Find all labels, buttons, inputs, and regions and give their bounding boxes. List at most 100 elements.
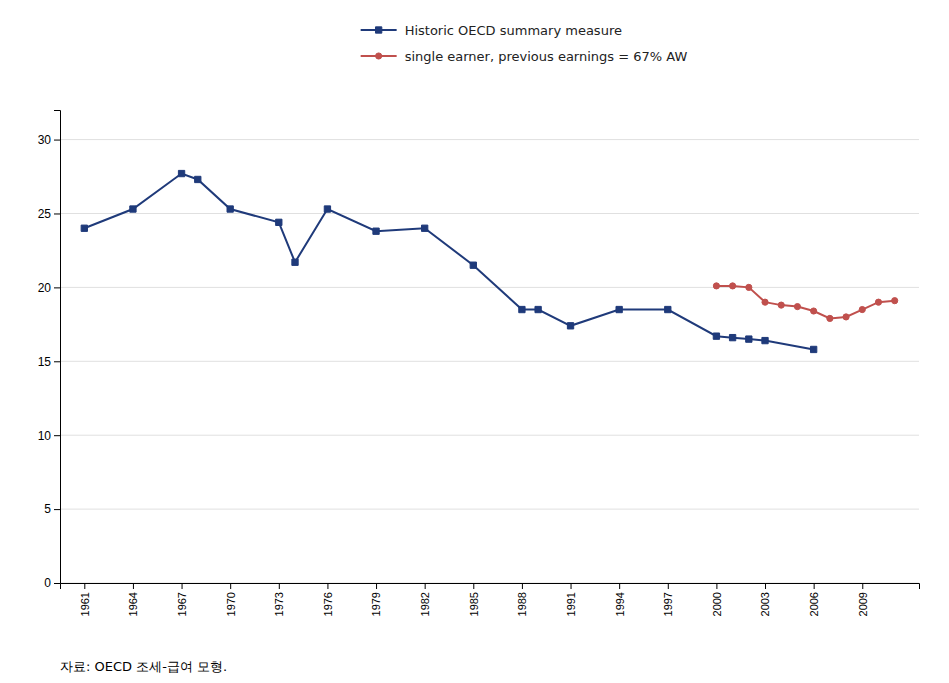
point: [746, 284, 752, 290]
x-tick-label: 2003: [759, 592, 771, 616]
point: [81, 225, 87, 231]
y-tick: 0: [44, 576, 60, 590]
x-tick-label: 1979: [370, 592, 382, 616]
legend-label: Historic OECD summary measure: [405, 23, 622, 38]
x-tick-mark: [619, 583, 620, 589]
x-tick-label: 2006: [808, 592, 820, 616]
series-line: [84, 174, 813, 350]
x-tick-mark: [84, 583, 85, 589]
y-tick-mark: [54, 287, 60, 288]
y-tick-label: 15: [38, 355, 52, 369]
y-tick-mark: [54, 213, 60, 214]
x-tick: 1988: [516, 583, 528, 616]
grid-line: [60, 213, 919, 214]
x-tick-label: 1961: [79, 592, 91, 616]
point: [276, 219, 282, 225]
footnote: 자료: OECD 조세-급여 모형.: [60, 659, 227, 674]
x-tick-label: 1976: [322, 592, 334, 616]
point: [762, 299, 768, 305]
point: [827, 315, 833, 321]
grid-line: [60, 435, 919, 436]
y-tick-label: 25: [38, 207, 52, 221]
y-tick-label: 0: [44, 576, 51, 590]
x-tick-mark: [814, 583, 815, 589]
point: [470, 262, 476, 268]
point: [811, 308, 817, 314]
y-tick-label: 30: [38, 133, 52, 147]
y-tick: 25: [38, 207, 60, 221]
y-tick-label: 5: [44, 502, 51, 516]
x-tick: 2000: [711, 583, 723, 616]
x-tick-mark: [182, 583, 183, 589]
y-tick-label: 10: [38, 429, 52, 443]
point: [324, 206, 330, 212]
x-tick-label: 1982: [419, 592, 431, 616]
y-tick-label: 20: [38, 281, 52, 295]
y-tick: 10: [38, 429, 60, 443]
point: [616, 306, 622, 312]
x-tick-label: 1988: [516, 592, 528, 616]
x-tick: 1961: [79, 583, 91, 616]
point: [178, 170, 184, 176]
point: [778, 302, 784, 308]
point: [535, 306, 541, 312]
point: [373, 228, 379, 234]
x-tick-mark: [473, 583, 474, 589]
x-tick-label: 2009: [857, 592, 869, 616]
x-tick-mark: [668, 583, 669, 589]
point: [892, 298, 898, 304]
plot-area: 1961196419671970197319761979198219851988…: [38, 111, 920, 617]
legend-label: single earner, previous earnings = 67% A…: [405, 49, 688, 64]
x-tick-label: 1994: [614, 592, 626, 616]
legend-marker: [376, 53, 382, 59]
x-tick: 1994: [614, 583, 626, 616]
x-tick-mark: [571, 583, 572, 589]
grid-line: [60, 287, 919, 288]
point: [729, 334, 735, 340]
legend-marker: [375, 27, 381, 33]
x-tick-mark: [376, 583, 377, 589]
x-tick-mark: [425, 583, 426, 589]
x-tick: 1973: [273, 583, 285, 616]
x-tick-label: 1964: [127, 592, 139, 616]
grid-line: [60, 139, 919, 140]
x-tick-mark: [230, 583, 231, 589]
y-tick-mark: [54, 583, 60, 584]
x-axis-line: [61, 584, 920, 590]
x-tick-mark: [716, 583, 717, 589]
x-tick: 1976: [322, 583, 334, 616]
x-tick-mark: [279, 583, 280, 589]
x-tick: 1982: [419, 583, 431, 616]
grid-line: [60, 361, 919, 362]
x-tick-label: 1985: [468, 592, 480, 616]
y-tick-mark: [54, 435, 60, 436]
series-markers: [81, 170, 817, 352]
y-axis-line: [54, 111, 61, 584]
y-tick: 5: [44, 502, 60, 516]
point: [567, 323, 573, 329]
marks: [81, 170, 898, 352]
x-tick-mark: [327, 583, 328, 589]
x-tick: 2009: [857, 583, 869, 616]
point: [713, 283, 719, 289]
point: [519, 306, 525, 312]
y-tick: 15: [38, 355, 60, 369]
x-tick-label: 1997: [662, 592, 674, 616]
x-tick: 1985: [468, 583, 480, 616]
x-tick: 1964: [127, 583, 139, 616]
legend-item: single earner, previous earnings = 67% A…: [361, 49, 688, 64]
point: [130, 206, 136, 212]
point: [422, 225, 428, 231]
point: [859, 306, 865, 312]
y-tick-mark: [54, 509, 60, 510]
point: [730, 283, 736, 289]
point: [794, 304, 800, 310]
series-line: [716, 286, 894, 319]
x-tick: 1997: [662, 583, 674, 616]
x-tick-label: 2000: [711, 592, 723, 616]
x-tick: 2006: [808, 583, 820, 616]
point: [665, 306, 671, 312]
point: [195, 176, 201, 182]
point: [713, 333, 719, 339]
y-axis: 0 5 10 15 20 25 30: [38, 111, 61, 591]
